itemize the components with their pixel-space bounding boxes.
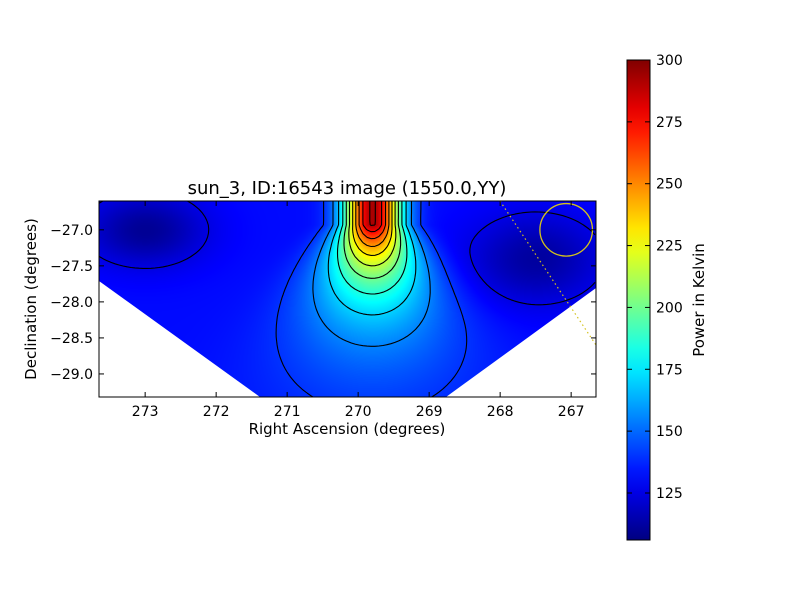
x-tick-label: 271: [274, 404, 301, 420]
y-tick-label: −28.0: [50, 295, 93, 311]
chart-title: sun_3, ID:16543 image (1550.0,YY): [188, 178, 507, 199]
y-axis-label: Declination (degrees): [22, 218, 40, 380]
no-data-region-right: [446, 288, 596, 397]
colorbar-label: Power in Kelvin: [690, 243, 708, 357]
contour-line: [358, 201, 387, 240]
contour-lines: [99, 201, 596, 397]
contour-line: [352, 201, 393, 256]
colorbar-ticks: 125 150 175 200 225 250 275 300: [627, 53, 683, 502]
contour-line: [362, 201, 383, 233]
colorbar-tick-label: 125: [656, 486, 683, 502]
colorbar-tick-label: 250: [656, 177, 683, 193]
contour-line: [312, 201, 431, 347]
colorbar-tick-label: 275: [656, 115, 683, 131]
y-axis-ticks: −27.0 −27.5 −28.0 −28.5 −29.0: [50, 223, 596, 383]
colorbar-tick-label: 200: [656, 300, 683, 316]
x-tick-label: 268: [487, 404, 514, 420]
no-data-region-left: [99, 281, 260, 397]
contour-line: [343, 201, 402, 279]
colorbar-tick-label: 175: [656, 362, 683, 378]
y-tick-label: −29.0: [50, 367, 93, 383]
x-axis-ticks: 273 272 271 270 269 268 267: [132, 201, 585, 420]
x-tick-label: 269: [416, 404, 443, 420]
x-tick-label: 270: [345, 404, 372, 420]
colorbar-tick-label: 225: [656, 239, 683, 255]
contour-line: [275, 201, 468, 397]
horizon-dotted-line: [499, 201, 596, 346]
contour-line: [99, 201, 596, 306]
x-tick-label: 272: [203, 404, 230, 420]
x-tick-label: 267: [558, 404, 585, 420]
x-tick-label: 273: [132, 404, 159, 420]
contour-line: [327, 201, 417, 316]
plot-frame: [98, 200, 597, 398]
contour-line: [336, 201, 408, 295]
plot-area: [99, 201, 596, 397]
contour-line: [348, 201, 397, 267]
y-tick-label: −27.0: [50, 223, 93, 239]
y-tick-label: −28.5: [50, 331, 93, 347]
y-tick-label: −27.5: [50, 259, 93, 275]
colorbar: [626, 59, 651, 541]
colorbar-tick-label: 150: [656, 424, 683, 440]
colorbar-tick-label: 300: [656, 53, 683, 69]
contour-line: [355, 201, 390, 248]
contour-line: [369, 201, 376, 226]
x-axis-label: Right Ascension (degrees): [249, 420, 446, 438]
